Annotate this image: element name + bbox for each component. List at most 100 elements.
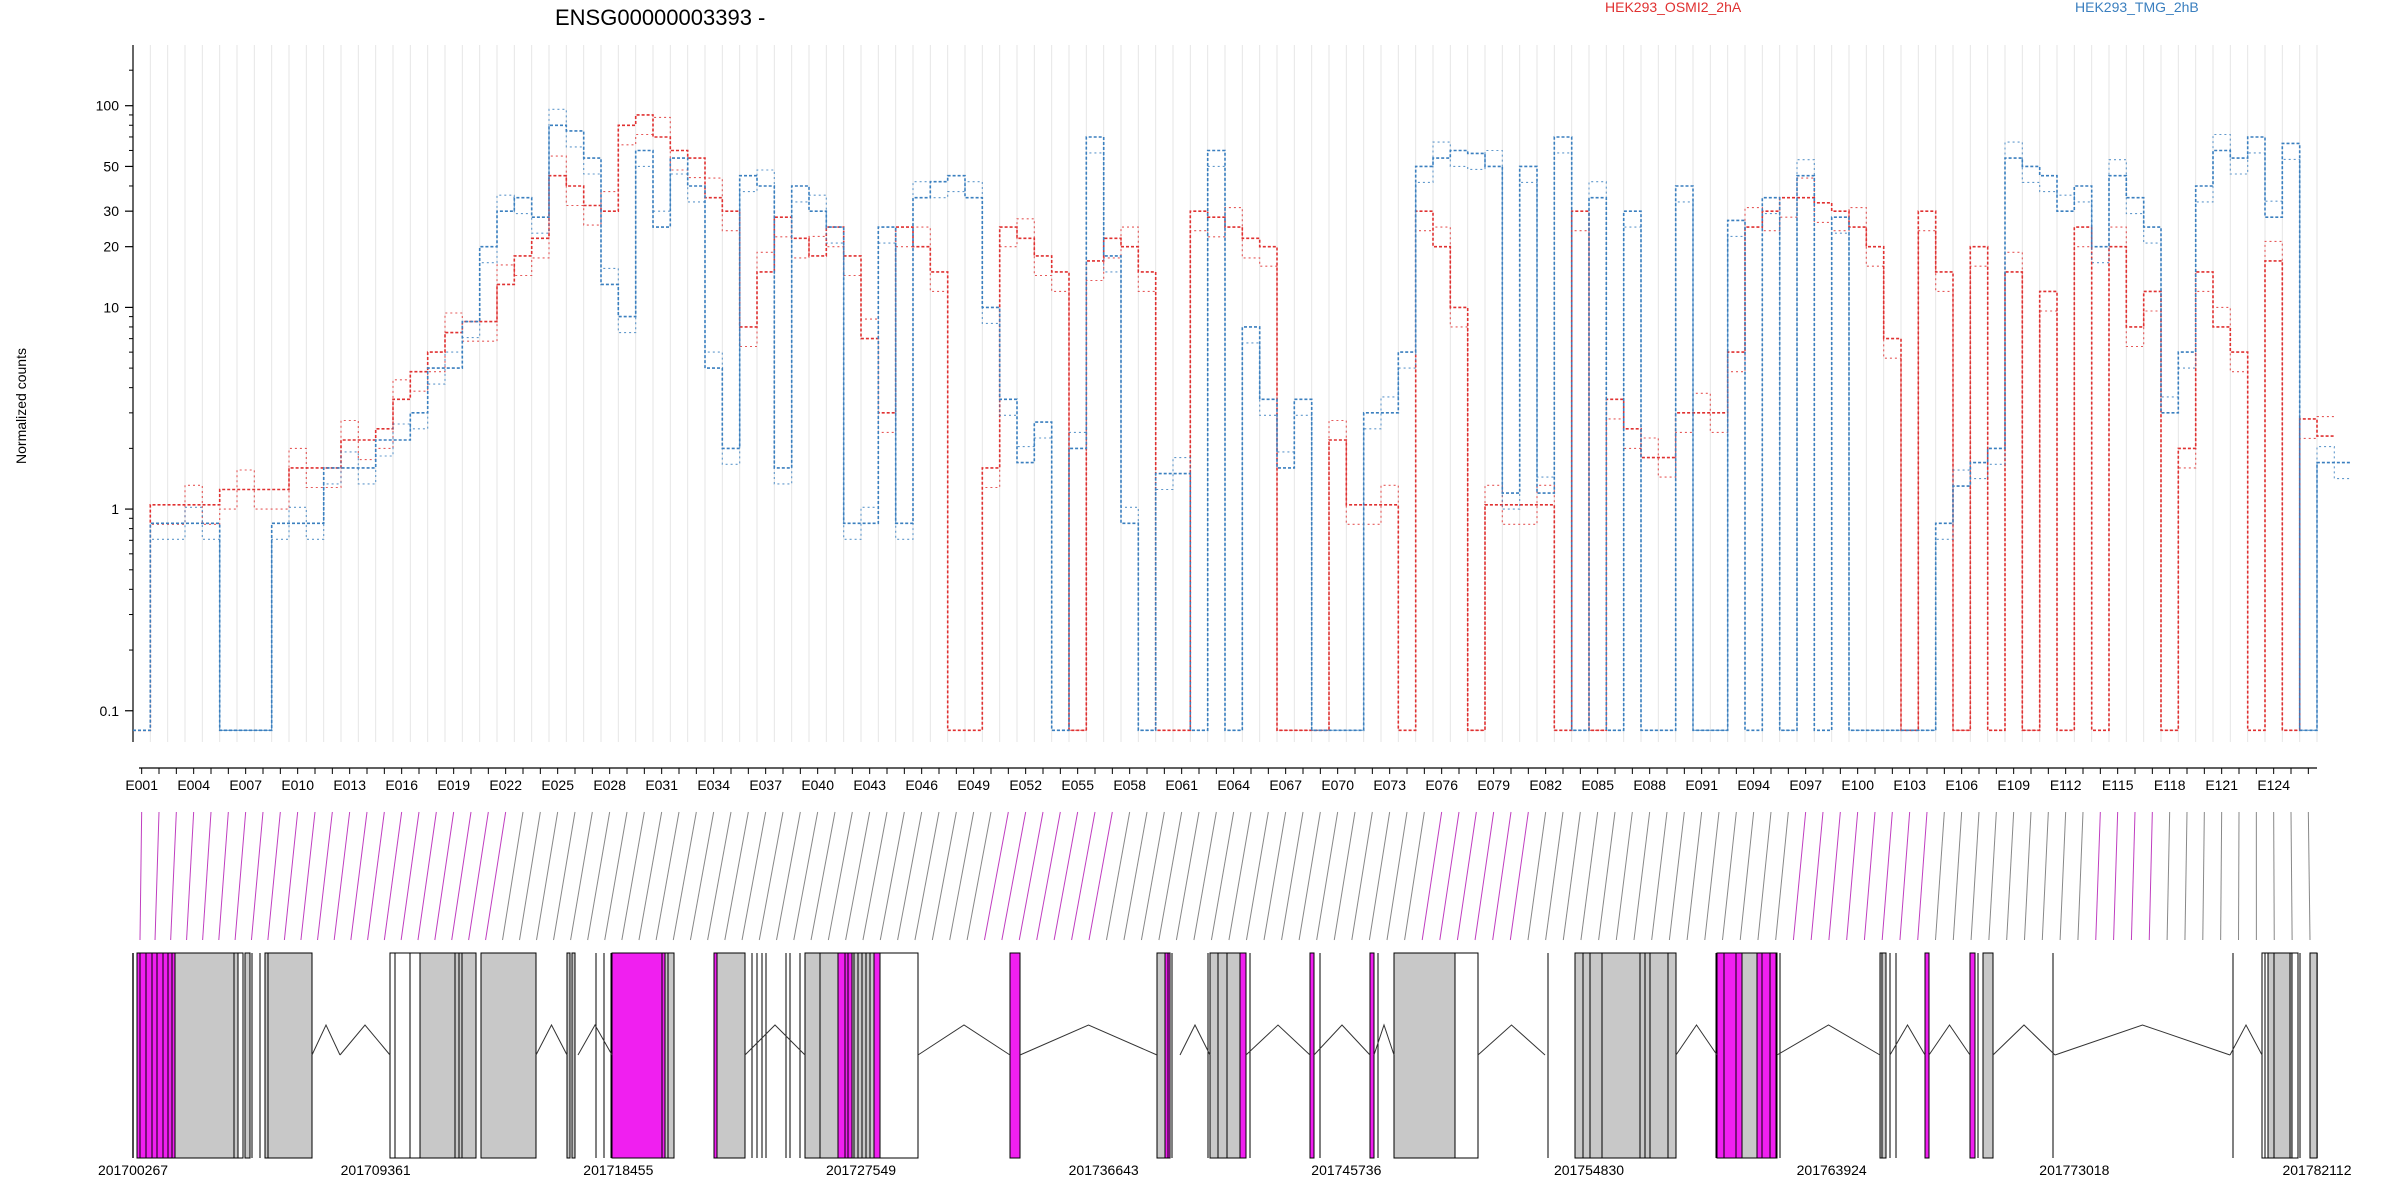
exon-connector: [827, 811, 853, 941]
exon-connector: [1001, 811, 1027, 941]
exon-connector: [1545, 811, 1564, 941]
exon-connector: [604, 811, 628, 941]
exon-connector: [451, 811, 472, 941]
coordinate-label: 201727549: [826, 1162, 896, 1178]
coordinate-label: 201782112: [2282, 1162, 2351, 1178]
exon-connector: [1988, 811, 1997, 941]
exon-connector: [1917, 811, 1928, 941]
exon-block: [1156, 952, 1166, 1159]
exon-tick-label: E112: [2050, 777, 2082, 793]
chart-title: ENSG00000003393 -: [555, 5, 765, 30]
exon-tick-labels: E001 E004 E007 E010 E013 E016 E019 E022 E025 E028…: [125, 777, 2290, 793]
exon-connector: [621, 811, 645, 941]
exon-tick-label: E085: [1581, 777, 1614, 793]
exon-connector: [1810, 811, 1824, 941]
exon-connector: [350, 811, 368, 941]
exon-connector: [2059, 811, 2067, 941]
exon-connector: [553, 811, 576, 941]
intron-line: [1889, 1024, 1926, 1056]
exon-block: [1716, 952, 1743, 1159]
exon-connector: [170, 811, 177, 941]
intron-line: [744, 1024, 806, 1056]
exon-block: [1969, 952, 1976, 1159]
exon-connector: [1140, 811, 1165, 941]
exon-tick-label: E103: [1893, 777, 1926, 793]
coordinate-label: 201754830: [1554, 1162, 1624, 1178]
exon-block: [664, 952, 675, 1159]
exon-connector: [1088, 811, 1113, 941]
exon-connector: [758, 811, 784, 941]
exon-connector: [139, 811, 143, 941]
exon-connector: [793, 811, 819, 941]
exon-connector: [1757, 811, 1772, 941]
exon-connector: [1899, 811, 1911, 941]
series-line: [133, 124, 2352, 732]
exon-connector: [587, 811, 611, 941]
exon-connector: [2095, 811, 2101, 941]
exon-tick-label: E046: [905, 777, 938, 793]
exon-connector: [485, 811, 507, 941]
exon-connector: [1722, 811, 1737, 941]
series-line-replicate: [133, 116, 2335, 731]
exon-block: [1309, 952, 1315, 1159]
exon-connector: [1036, 811, 1061, 941]
exon-tick-label: E055: [1061, 777, 1094, 793]
y-tick-label: 20: [103, 239, 119, 255]
exon-connector: [1474, 811, 1495, 941]
exon-connector: [317, 811, 333, 941]
intron-line: [1373, 1023, 1395, 1056]
exon-block: [244, 952, 251, 1159]
exon-connector: [1615, 811, 1633, 941]
exon-tick-label: E052: [1009, 777, 1042, 793]
intron-line: [1245, 1024, 1311, 1056]
y-axis-label: Normalized counts: [13, 348, 29, 464]
exon-connector: [1298, 811, 1321, 941]
exon-block: [237, 952, 244, 1159]
intron-line: [1313, 1024, 1371, 1056]
genomic-coordinate-labels: 201700267 201709361 201718455 201727549 2017…: [98, 1162, 2352, 1178]
exon-connector: [2202, 811, 2205, 941]
exon-connector: [1651, 811, 1668, 941]
exon-connector: [154, 811, 160, 941]
coordinate-label: 201736643: [1069, 1162, 1139, 1178]
exon-tick-label: E088: [1633, 777, 1666, 793]
intron-line: [311, 1023, 341, 1056]
exon-block: [2309, 952, 2318, 1159]
exon-connector: [2220, 811, 2223, 941]
exon-block: [1574, 952, 1584, 1159]
exon-connector: [879, 811, 905, 941]
exon-block: [1393, 952, 1456, 1159]
exon-tick-label: E004: [177, 777, 210, 793]
exon-tick-label: E049: [957, 777, 990, 793]
intron-line: [1776, 1024, 1881, 1056]
y-tick-label: 30: [103, 203, 119, 219]
exon-connector: [283, 811, 299, 941]
exon-tick-label: E037: [749, 777, 782, 793]
coordinate-label: 201763924: [1797, 1162, 1867, 1178]
exon-connector: [1228, 811, 1252, 941]
exon-connector: [931, 811, 957, 941]
exon-tick-label: E091: [1685, 777, 1718, 793]
exon-connectors: [139, 811, 2311, 941]
exon-connector: [672, 811, 697, 941]
exon-block: [1582, 952, 1646, 1159]
exon-tick-label: E034: [697, 777, 730, 793]
exon-tick-label: E058: [1113, 777, 1146, 793]
exon-connector: [2113, 811, 2119, 941]
exon-connector: [1509, 811, 1529, 941]
exon-connector: [655, 811, 680, 941]
exon-connector: [1368, 811, 1391, 941]
exon-connector: [1158, 811, 1183, 941]
exon-connector: [2077, 811, 2084, 941]
exon-connector: [300, 811, 316, 941]
exon-connector: [468, 811, 489, 941]
exon-connector: [1686, 811, 1703, 941]
exon-tick-label: E115: [2102, 777, 2134, 793]
coordinate-label: 201745736: [1311, 1162, 1381, 1178]
exon-connector: [689, 811, 715, 941]
exon-connector: [1263, 811, 1287, 941]
exon-tick-label: E067: [1269, 777, 1302, 793]
exon-block: [2267, 952, 2293, 1159]
coordinate-label: 201718455: [583, 1162, 653, 1178]
exon-connector: [1053, 811, 1079, 941]
